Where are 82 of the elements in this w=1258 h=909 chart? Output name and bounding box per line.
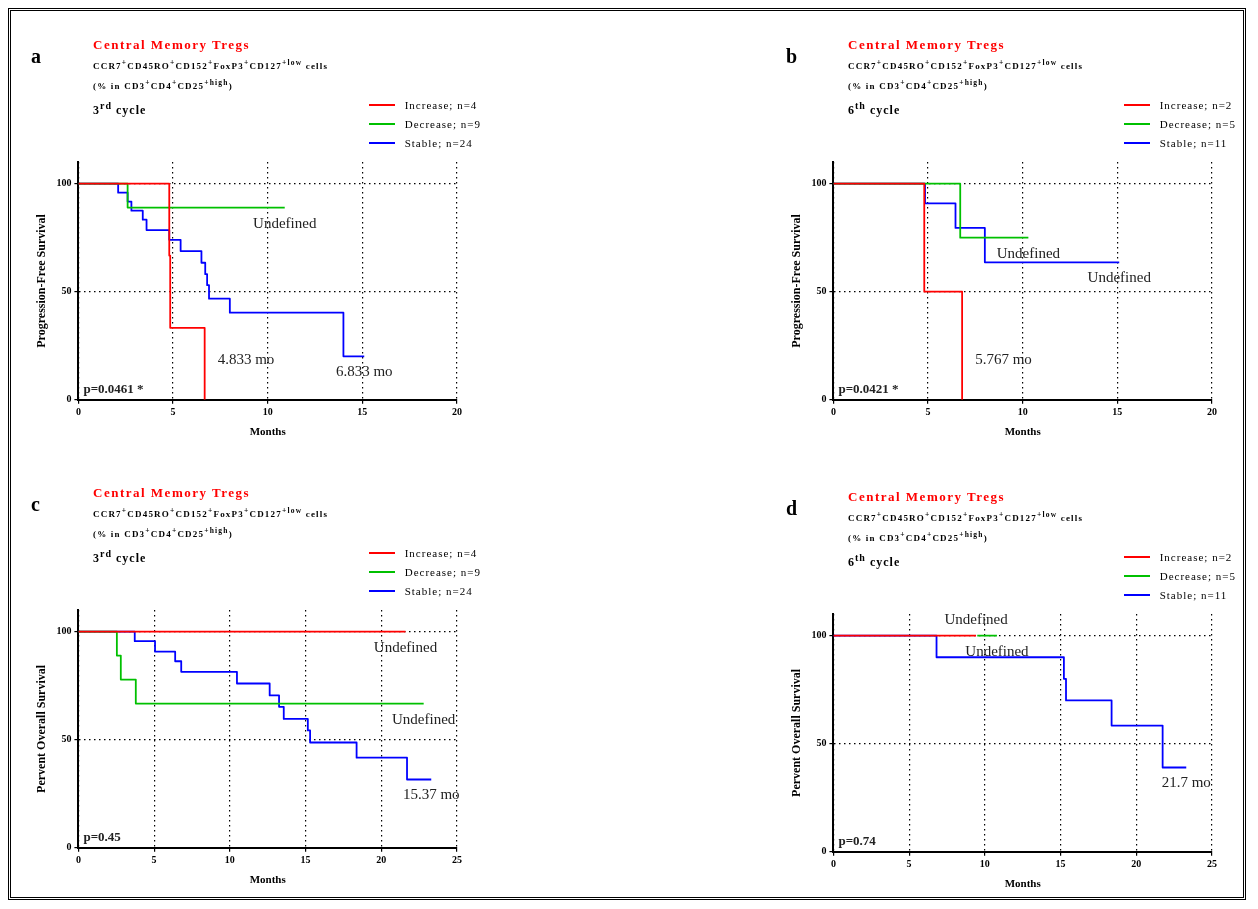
legend-label: Decrease; n=5 [1159,569,1236,582]
x-axis-title: Months [1004,425,1042,438]
annotation: 4.833 mo [217,350,275,367]
y-tick-label: 0 [821,845,827,857]
annotation: p=0.0421 * [838,380,899,396]
chart-title: Central Memory Tregs [848,37,1007,53]
text: CCR7$^{+}$CD45RO$^{+}$CD152$^{+}$FoxP3$^{+}$CD127$^{+low}$ cells (% in CD3$^{+}$CD4$^{+}$CD25$^{+high}$) 3$^{rd}$ cycle [93,506,329,565]
text: a [31,45,41,68]
x-tick-label: 10 [224,854,235,866]
legend-label: Stable; n=24 [404,584,473,597]
text: CCR7$^{+}$CD45RO$^{+}$CD152$^{+}$FoxP3$^{+}$CD127$^{+low}$ cells (% in CD3$^{+}$CD4$^{+}$CD25$^{+high}$) 6$^{th}$ cycle [848,58,1084,117]
x-tick-label: 20 [1207,406,1217,418]
annotation: Undefined [253,214,317,231]
y-tick-label: 100 [811,629,827,641]
y-tick-label: 50 [61,285,72,297]
legend-label: Increase; n=2 [1159,98,1233,111]
x-tick-label: 5 [925,406,931,418]
x-tick-label: 10 [979,858,990,870]
annotation: p=0.45 [83,828,122,844]
x-axis-title: Months [249,425,287,438]
y-tick-label: 50 [61,733,72,745]
chart-title: Central Memory Tregs [93,485,252,501]
legend-label: Stable; n=11 [1159,136,1228,149]
x-tick-label: 0 [75,406,81,418]
y-tick-label: 50 [816,285,827,297]
y-axis-title: Pervent Overall Survival [34,664,49,793]
text: c [31,493,40,516]
x-axis-title: Months [249,873,287,886]
y-axis-title: Progression-Free Survival [789,213,804,348]
x-tick-label: 0 [830,406,836,418]
x-axis-title: Months [1004,877,1042,890]
y-axis-title: Progression-Free Survival [34,213,49,348]
y-tick-label: 0 [66,393,72,405]
annotation: Undefined [996,244,1061,261]
x-tick-label: 25 [1207,858,1217,870]
legend-label: Increase; n=2 [1159,550,1233,563]
annotation: 15.37 mo [402,786,460,803]
text: d [786,497,798,520]
text: CCR7$^{+}$CD45RO$^{+}$CD152$^{+}$FoxP3$^{+}$CD127$^{+low}$ cells (% in CD3$^{+}$CD4$^{+}$CD25$^{+high}$) 6$^{th}$ cycle [848,510,1084,569]
x-tick-label: 10 [1017,406,1028,418]
y-tick-label: 100 [811,177,827,189]
annotation: Undefined [944,610,1009,627]
text: CCR7$^{+}$CD45RO$^{+}$CD152$^{+}$FoxP3$^{+}$CD127$^{+low}$ cells (% in CD3$^{+}$CD4$^{+}$CD25$^{+high}$) 3$^{rd}$ cycle [93,58,329,117]
annotation: Undefined [965,642,1030,659]
x-tick-label: 10 [262,406,273,418]
x-tick-label: 15 [1055,858,1066,870]
legend-label: Increase; n=4 [404,98,478,111]
legend-label: Decrease; n=5 [1159,117,1236,130]
legend-label: Increase; n=4 [404,546,478,559]
y-tick-label: 50 [816,737,827,749]
annotation: p=0.0461 * [83,380,144,396]
legend-label: Stable; n=24 [404,136,473,149]
x-tick-label: 5 [170,406,176,418]
annotation: Undefined [373,638,438,655]
chart-title: Central Memory Tregs [848,489,1007,505]
y-tick-label: 0 [821,393,827,405]
y-tick-label: 100 [56,177,72,189]
y-tick-label: 100 [56,625,72,637]
x-tick-label: 15 [1112,406,1123,418]
annotation: p=0.74 [838,832,877,848]
x-tick-label: 5 [906,858,912,870]
y-axis-title: Pervent Overall Survival [789,668,804,797]
x-tick-label: 20 [452,406,462,418]
x-tick-label: 20 [376,854,387,866]
x-tick-label: 15 [300,854,311,866]
annotation: 5.767 mo [975,350,1032,367]
x-tick-label: 15 [357,406,368,418]
annotation: Undefined [392,710,456,727]
annotation: 21.7 mo [1161,774,1211,791]
annotation: Undefined [1087,269,1152,286]
x-tick-label: 20 [1131,858,1142,870]
y-tick-label: 0 [66,841,72,853]
x-tick-label: 25 [452,854,462,866]
legend-label: Stable; n=11 [1159,588,1228,601]
text: b [786,45,798,68]
chart-title: Central Memory Tregs [93,37,252,53]
annotation: 6.833 mo [335,363,393,380]
x-tick-label: 0 [75,854,81,866]
x-tick-label: 5 [151,854,157,866]
legend-label: Decrease; n=9 [404,117,481,130]
legend-label: Decrease; n=9 [404,565,481,578]
x-tick-label: 0 [830,858,836,870]
